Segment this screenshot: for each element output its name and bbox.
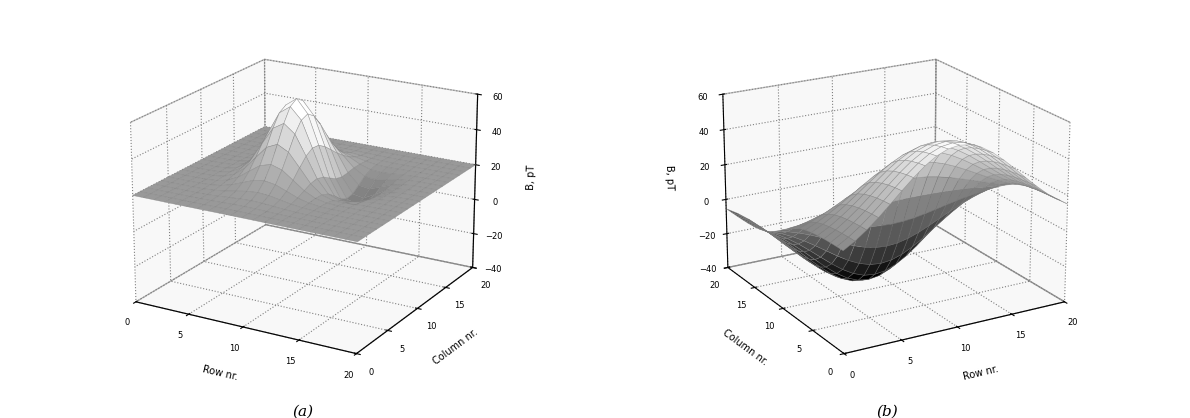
Y-axis label: Column nr.: Column nr. [721,327,769,367]
Text: (b): (b) [877,405,898,418]
X-axis label: Row nr.: Row nr. [963,364,1000,382]
X-axis label: Row nr.: Row nr. [201,364,238,382]
Text: (a): (a) [292,405,313,418]
Y-axis label: Column nr.: Column nr. [432,327,480,367]
